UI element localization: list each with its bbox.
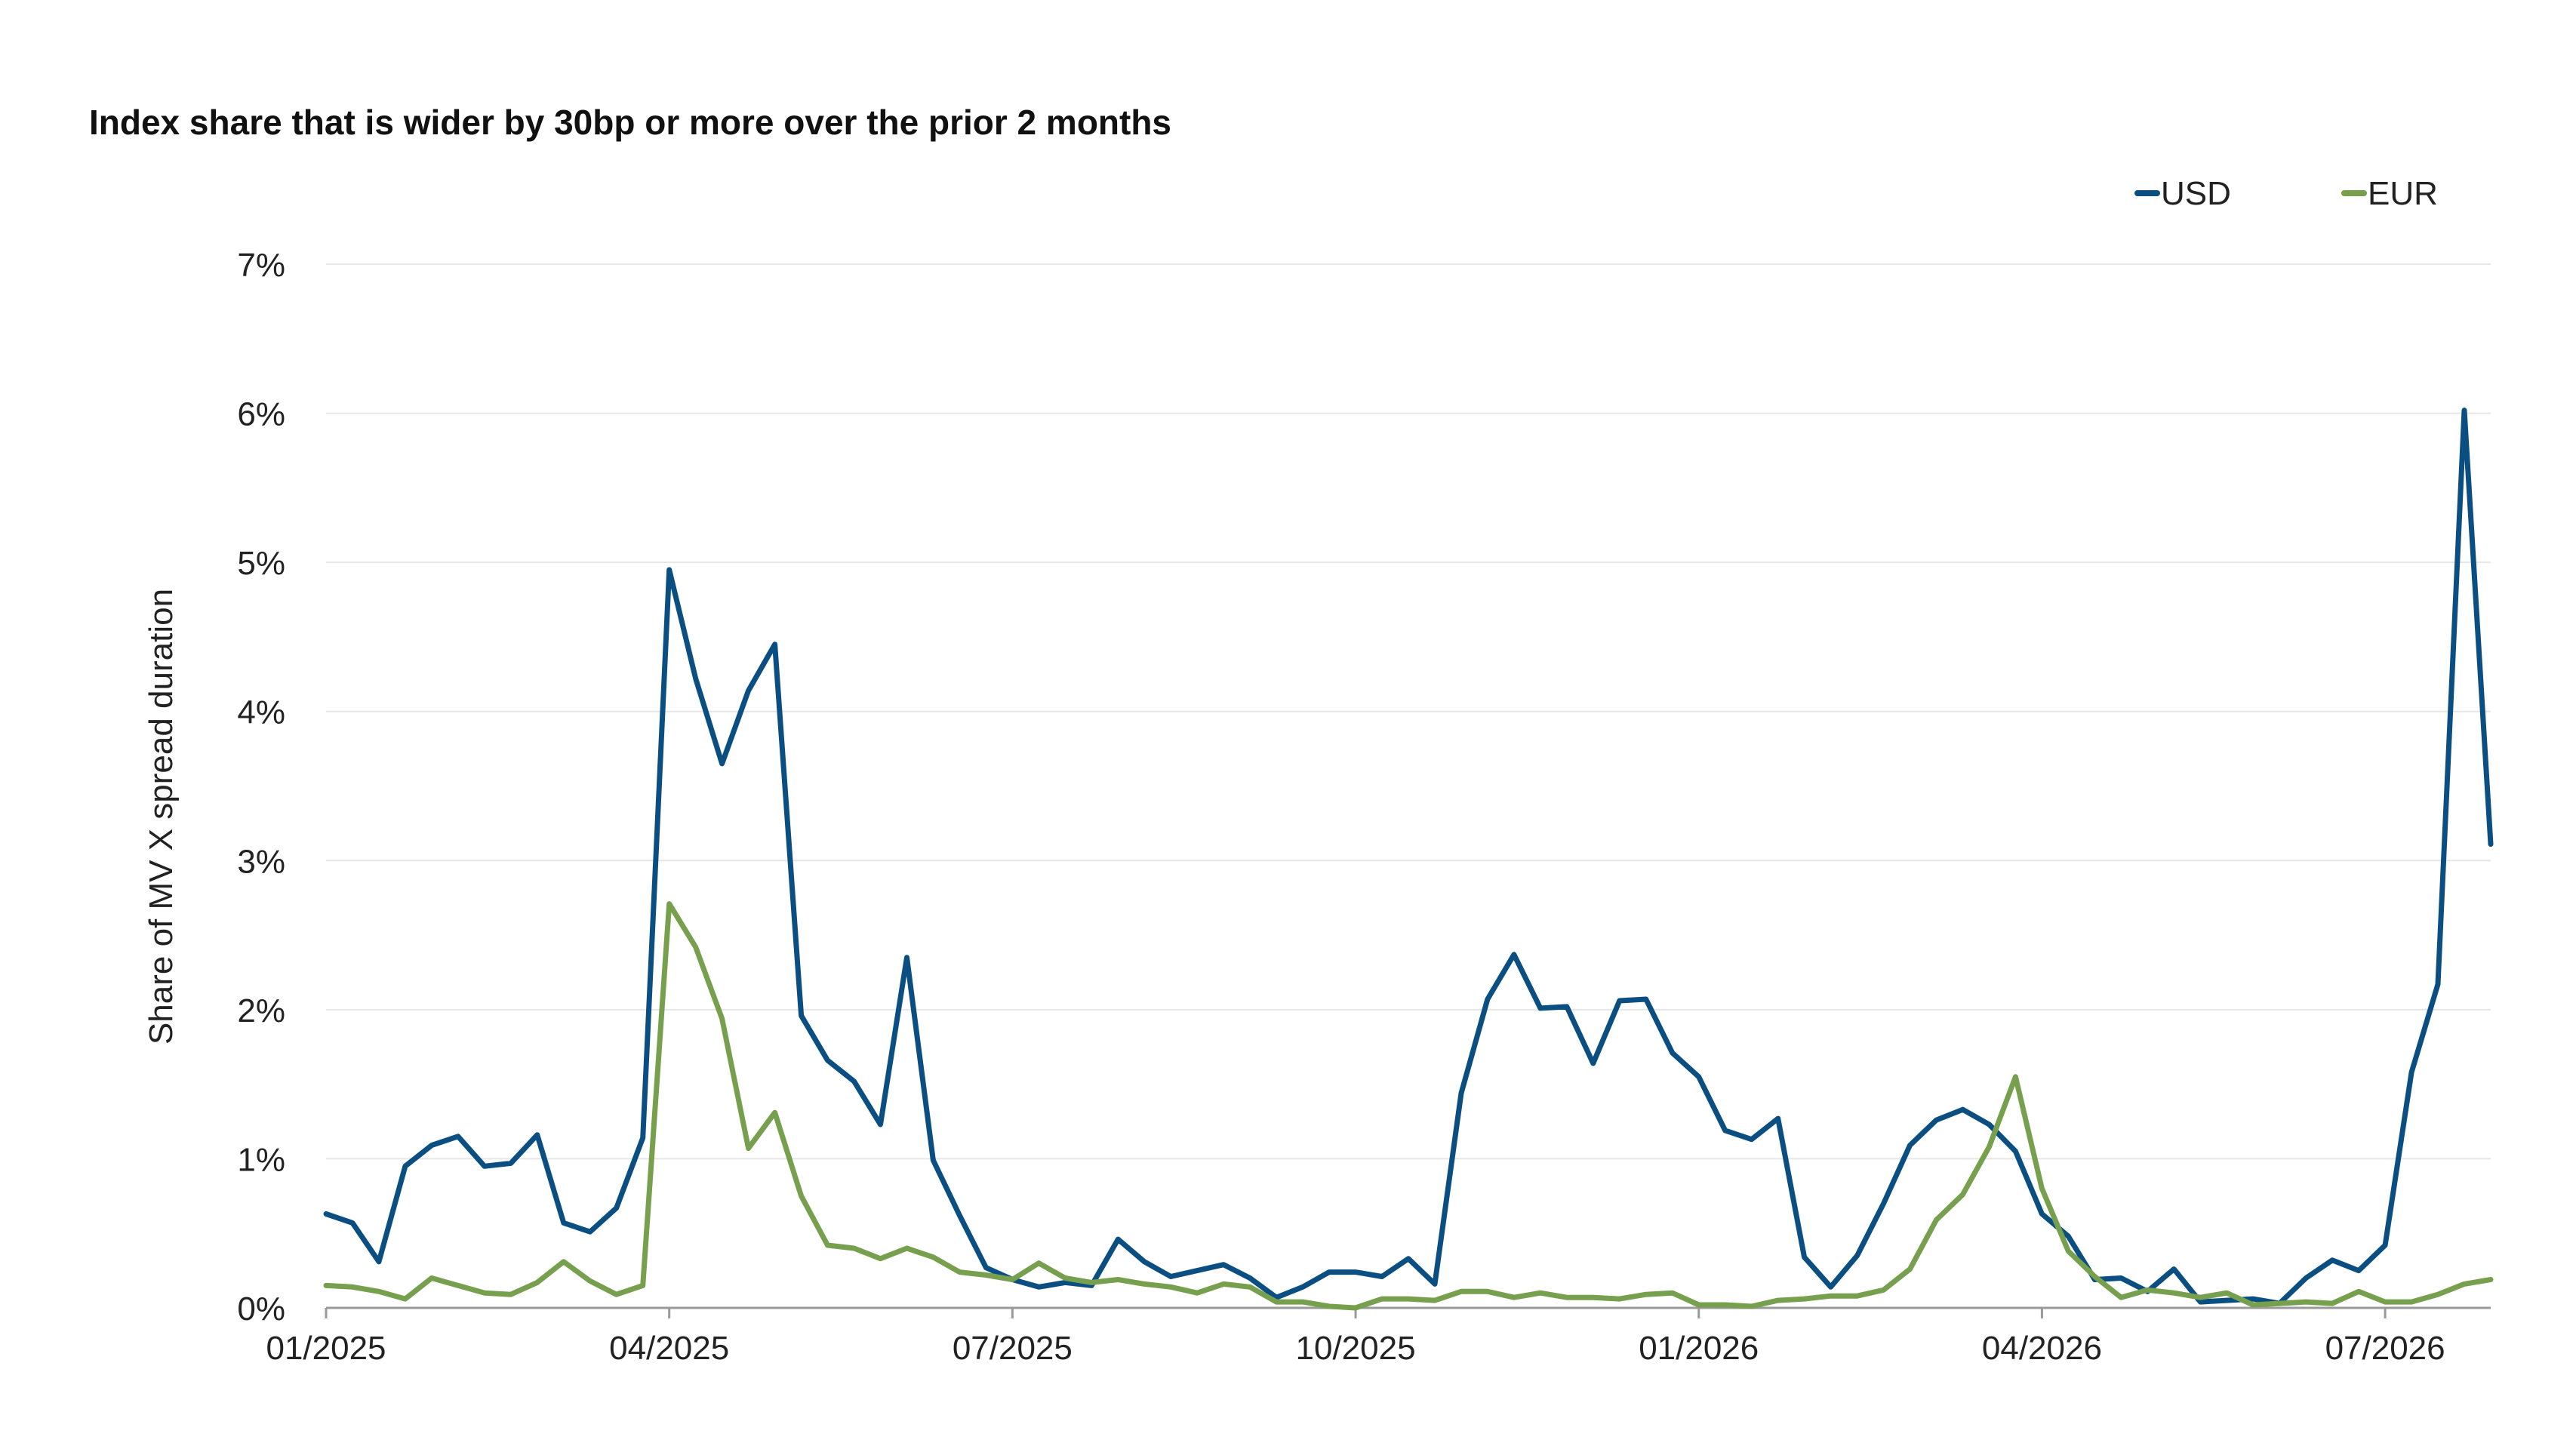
x-tick-label: 01/2026 xyxy=(1639,1330,1759,1367)
legend-label-eur: EUR xyxy=(2368,175,2438,212)
x-tick-label: 04/2025 xyxy=(609,1330,729,1367)
x-tick-label: 04/2026 xyxy=(1982,1330,2102,1367)
series-line-usd xyxy=(323,408,2494,1306)
y-tick-label: 5% xyxy=(237,545,285,582)
y-axis-ticks: 0% 1% 2% 3% 4% 5% 6% 7% xyxy=(237,247,285,1327)
x-tick-label: 07/2026 xyxy=(2325,1330,2445,1367)
y-tick-label: 0% xyxy=(237,1291,285,1327)
series-lines xyxy=(323,408,2494,1311)
gridlines xyxy=(326,263,2491,1160)
x-tick-label: 07/2025 xyxy=(953,1330,1073,1367)
legend-label-usd: USD xyxy=(2161,175,2231,212)
y-tick-label: 1% xyxy=(237,1141,285,1178)
chart-title: Index share that is wider by 30bp or mor… xyxy=(89,103,1171,142)
series-line-eur xyxy=(323,901,2494,1311)
legend: USD EUR xyxy=(2134,175,2438,212)
y-tick-label: 2% xyxy=(237,992,285,1029)
y-tick-label: 7% xyxy=(237,247,285,284)
y-tick-label: 4% xyxy=(237,694,285,731)
y-tick-label: 3% xyxy=(237,843,285,880)
y-axis-label: Share of MV X spread duration xyxy=(143,589,180,1044)
y-tick-label: 6% xyxy=(237,396,285,433)
x-axis-ticks: 01/2025 04/2025 07/2025 10/2025 01/2026 04/20… xyxy=(266,1308,2445,1367)
x-tick-label: 10/2025 xyxy=(1296,1330,1416,1367)
x-tick-label: 01/2025 xyxy=(266,1330,386,1367)
